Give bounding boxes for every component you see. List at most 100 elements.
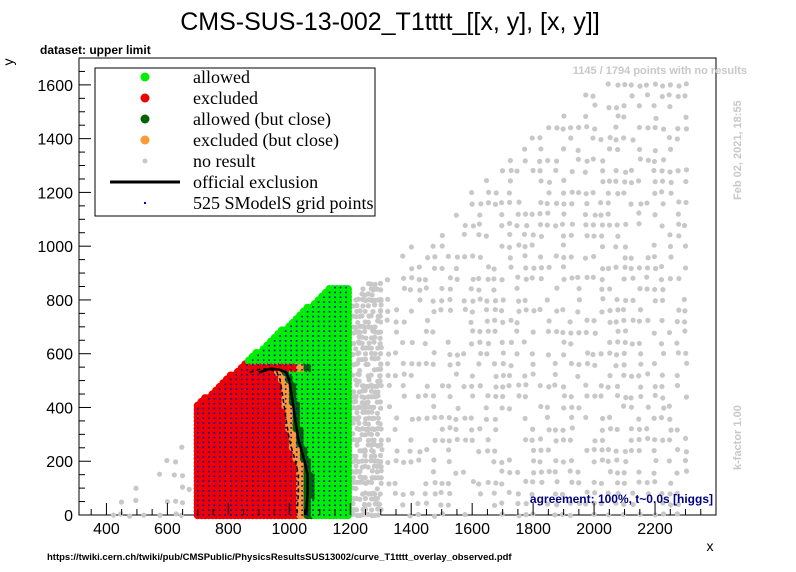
no-result-point (614, 480, 621, 486)
smodels-grid-point (219, 470, 221, 473)
smodels-grid-point (328, 354, 331, 357)
no-result-point (118, 511, 124, 517)
no-result-point (485, 276, 491, 282)
smodels-grid-point (273, 509, 276, 511)
no-result-point (560, 437, 567, 443)
no-result-point (630, 297, 636, 303)
no-result-point (559, 221, 566, 227)
no-result-point (491, 502, 498, 509)
no-result-point (384, 317, 390, 323)
no-result-point (483, 233, 489, 239)
no-result-point (681, 222, 688, 229)
smodels-grid-point (268, 393, 270, 395)
smodels-grid-point (251, 460, 254, 463)
smodels-grid-point (251, 441, 254, 444)
smodels-grid-point (345, 431, 347, 434)
no-result-point (492, 328, 498, 334)
smodels-grid-point (240, 460, 243, 463)
no-result-point (378, 382, 384, 389)
smodels-grid-point (279, 407, 281, 410)
smodels-grid-point (202, 446, 205, 449)
smodels-grid-point (328, 427, 331, 429)
smodels-grid-point (312, 364, 314, 366)
no-result-point (613, 264, 619, 270)
smodels-grid-point (334, 470, 336, 473)
no-result-point (683, 167, 690, 173)
no-result-point (485, 200, 492, 206)
no-result-point (454, 276, 460, 282)
no-result-point (658, 277, 665, 283)
no-result-point (652, 190, 658, 196)
smodels-grid-point (279, 398, 281, 400)
no-result-point (353, 507, 360, 513)
no-result-point (529, 437, 535, 443)
smodels-grid-point (202, 480, 205, 482)
smodels-grid-point (279, 475, 281, 478)
no-result-point (506, 457, 513, 463)
smodels-grid-point (334, 436, 336, 439)
smodels-grid-point (290, 325, 292, 328)
no-result-point (675, 93, 681, 100)
smodels-grid-point (328, 291, 331, 294)
smodels-grid-point (301, 402, 303, 405)
smodels-grid-point (295, 325, 298, 328)
smodels-grid-point (224, 480, 227, 482)
smodels-grid-point (312, 465, 314, 468)
smodels-grid-point (339, 412, 342, 415)
smodels-grid-point (323, 465, 325, 468)
smodels-grid-point (273, 373, 276, 376)
no-result-point (636, 436, 642, 443)
no-result-point (362, 495, 369, 502)
no-result-point (622, 448, 628, 455)
no-result-point (461, 298, 467, 304)
no-result-point (483, 177, 490, 184)
no-result-point (156, 471, 163, 477)
smodels-grid-point (240, 398, 243, 400)
smodels-grid-point (328, 340, 331, 342)
smodels-grid-point (279, 465, 281, 468)
smodels-grid-point (246, 509, 249, 511)
smodels-grid-point (213, 490, 216, 492)
no-result-point (384, 361, 391, 367)
no-result-point (659, 372, 665, 378)
smodels-grid-point (268, 475, 270, 478)
no-result-point (374, 410, 380, 416)
no-result-point (567, 512, 573, 519)
no-result-point (400, 339, 406, 346)
no-result-point (493, 373, 499, 380)
smodels-grid-point (317, 480, 320, 482)
smodels-grid-point (284, 330, 287, 332)
smodels-grid-point (301, 354, 303, 357)
no-result-point (530, 167, 536, 174)
no-result-point (537, 459, 543, 465)
no-result-point (522, 297, 528, 304)
smodels-grid-point (229, 402, 232, 405)
smodels-grid-point (213, 509, 216, 511)
no-result-point (430, 298, 436, 304)
smodels-grid-point (290, 460, 292, 463)
no-result-point (500, 393, 506, 400)
no-result-point (644, 286, 650, 292)
no-result-point (417, 287, 423, 293)
no-result-point (377, 378, 383, 384)
smodels-grid-point (317, 388, 320, 390)
smodels-grid-point (213, 504, 216, 507)
smodels-grid-point (301, 441, 303, 444)
smodels-grid-point (219, 393, 221, 395)
no-result-point (620, 135, 627, 141)
no-result-point (652, 437, 658, 443)
smodels-grid-point (317, 465, 320, 468)
smodels-grid-point (328, 436, 331, 439)
no-result-point (645, 435, 651, 442)
smodels-grid-point (240, 378, 243, 381)
no-result-point (623, 297, 629, 304)
smodels-grid-point (213, 436, 216, 439)
no-result-point (606, 178, 613, 184)
smodels-grid-point (339, 499, 342, 502)
no-result-point (516, 242, 522, 248)
smodels-grid-point (345, 320, 347, 323)
no-result-point (545, 157, 551, 164)
no-result-point (667, 82, 673, 88)
smodels-grid-point (229, 412, 232, 415)
no-result-point (553, 458, 559, 464)
